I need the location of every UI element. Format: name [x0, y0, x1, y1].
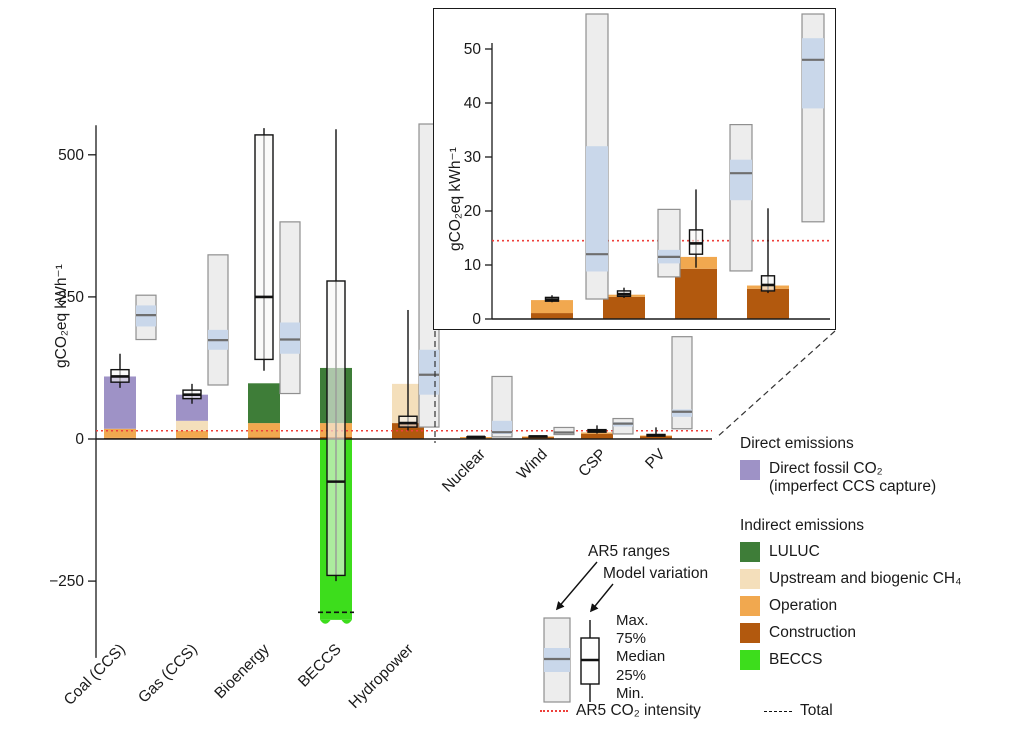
- inset-y-tick-label: 10: [464, 257, 482, 274]
- stat-25: 25%: [616, 666, 647, 684]
- bar-seg-construction: [531, 313, 573, 319]
- category-label-csp: CSP: [575, 446, 610, 481]
- bar-seg-upstream_ch4: [176, 420, 208, 432]
- beccs-label: BECCS: [769, 651, 823, 668]
- category-label-gas-ccs: Gas (CCS): [135, 641, 201, 707]
- boxplot-legend-samples: [543, 561, 614, 703]
- upstream-ch4-label: Upstream and biogenic CH₄: [769, 570, 962, 587]
- inset-bar-group-wind: [603, 294, 645, 319]
- bar-seg-operation: [176, 431, 208, 438]
- inset-box-group-wind: [616, 208, 681, 298]
- stat-min: Min.: [616, 684, 645, 702]
- construction-label: Construction: [769, 624, 857, 641]
- direct-fossil-swatch: [740, 460, 760, 480]
- inset-box-group-nuclear: [544, 13, 609, 303]
- main-box-group-bioenergy: [254, 128, 301, 395]
- main-box-group-csp: [587, 417, 634, 435]
- category-label-coal-ccs: Coal (CCS): [61, 641, 129, 709]
- bar-seg-construction: [747, 288, 789, 319]
- inset-y-axis-label: gCO₂eq kWh⁻¹: [447, 147, 464, 251]
- main-box-group-pv: [646, 336, 693, 437]
- inset-y-tick-label: 0: [472, 311, 481, 328]
- bar-seg-operation: [104, 428, 136, 438]
- stat-median: Median: [616, 648, 666, 666]
- luluc-swatch: [740, 542, 760, 562]
- main-y-tick-label: 0: [75, 431, 84, 448]
- bar-seg-construction: [248, 437, 280, 439]
- main-bar-group-bioenergy: [248, 383, 280, 439]
- main-box-group-beccs: [326, 129, 346, 582]
- main-y-tick-label: −250: [49, 573, 84, 590]
- total-legend-row: Total: [764, 702, 833, 720]
- bar-seg-construction: [522, 436, 554, 439]
- direct-fossil-sublabel: (imperfect CCS capture): [769, 478, 937, 495]
- main-box-group-coal-ccs: [110, 294, 157, 388]
- direct-emissions-header: Direct emissions: [740, 435, 854, 452]
- model-variation-label: Model variation: [603, 565, 709, 582]
- operation-swatch: [740, 596, 760, 616]
- total-label: Total: [800, 702, 833, 719]
- upstream-ch4-swatch: [740, 569, 760, 589]
- inset-y-tick-label: 20: [464, 203, 482, 220]
- operation-label: Operation: [769, 597, 838, 614]
- ar5-ranges-label: AR5 ranges: [588, 543, 670, 560]
- bar-seg-luluc: [248, 383, 280, 424]
- inset-box-group-pv: [760, 13, 825, 294]
- legend: Direct emissions Direct fossil CO₂ (impe…: [740, 435, 1024, 677]
- category-label-nuclear: Nuclear: [439, 446, 489, 496]
- beccs-swatch: [740, 650, 760, 670]
- bar-seg-operation: [531, 300, 573, 314]
- inset-y-tick-label: 50: [464, 41, 482, 58]
- inset-y-tick-label: 30: [464, 149, 482, 166]
- ar5-intensity-sample: [540, 710, 568, 712]
- inset-y-tick-label: 40: [464, 95, 482, 112]
- construction-swatch: [740, 623, 760, 643]
- category-label-pv: PV: [642, 445, 669, 472]
- zoom-connector-right: [715, 330, 836, 439]
- legend-item-upstream-ch4: Upstream and biogenic CH₄: [740, 569, 1024, 589]
- main-y-axis-label: gCO₂eq kWh⁻¹: [53, 264, 70, 368]
- bar-seg-operation: [248, 423, 280, 438]
- legend-item-luluc: LULUC: [740, 542, 1024, 562]
- inset-bar-group-nuclear: [531, 300, 573, 319]
- bar-seg-construction: [675, 268, 717, 319]
- category-label-beccs: BECCS: [295, 641, 345, 691]
- luluc-label: LULUC: [769, 543, 820, 560]
- category-label-wind: Wind: [514, 446, 551, 483]
- bar-seg-construction: [640, 435, 672, 439]
- main-box-group-wind: [528, 426, 575, 438]
- ar5-intensity-label: AR5 CO₂ intensity: [576, 702, 701, 719]
- direct-fossil-label: Direct fossil CO₂: [769, 460, 883, 477]
- inset-chart: 0 10 20 30 40 50: [464, 13, 830, 328]
- stat-75: 75%: [616, 630, 647, 648]
- total-line-sample: [764, 710, 792, 712]
- inset-box-group-csp: [688, 123, 753, 272]
- stat-max: Max.: [616, 612, 649, 629]
- main-box-group-gas-ccs: [182, 254, 229, 404]
- main-y-tick-label: 250: [58, 289, 84, 306]
- inset-panel: 0 10 20 30 40 50 gCO₂eq kWh⁻¹: [433, 8, 836, 330]
- ar5-intensity-legend-row: AR5 CO₂ intensity: [540, 702, 701, 720]
- category-label-bioenergy: Bioenergy: [211, 641, 273, 703]
- category-label-hydropower: Hydropower: [346, 641, 417, 712]
- legend-item-direct-fossil: Direct fossil CO₂ (imperfect CCS capture…: [740, 460, 1024, 496]
- indirect-emissions-header: Indirect emissions: [740, 517, 865, 534]
- main-box-group-nuclear: [466, 375, 513, 439]
- boxplot-stats-labels: Max. 75% Median 25% Min.: [616, 612, 665, 703]
- legend-item-beccs: BECCS: [740, 650, 1024, 670]
- legend-item-operation: Operation: [740, 596, 1024, 616]
- bar-seg-construction: [603, 296, 645, 319]
- bar-seg-construction: [581, 433, 613, 439]
- legend-item-construction: Construction: [740, 623, 1024, 643]
- main-y-tick-label: 500: [58, 147, 84, 164]
